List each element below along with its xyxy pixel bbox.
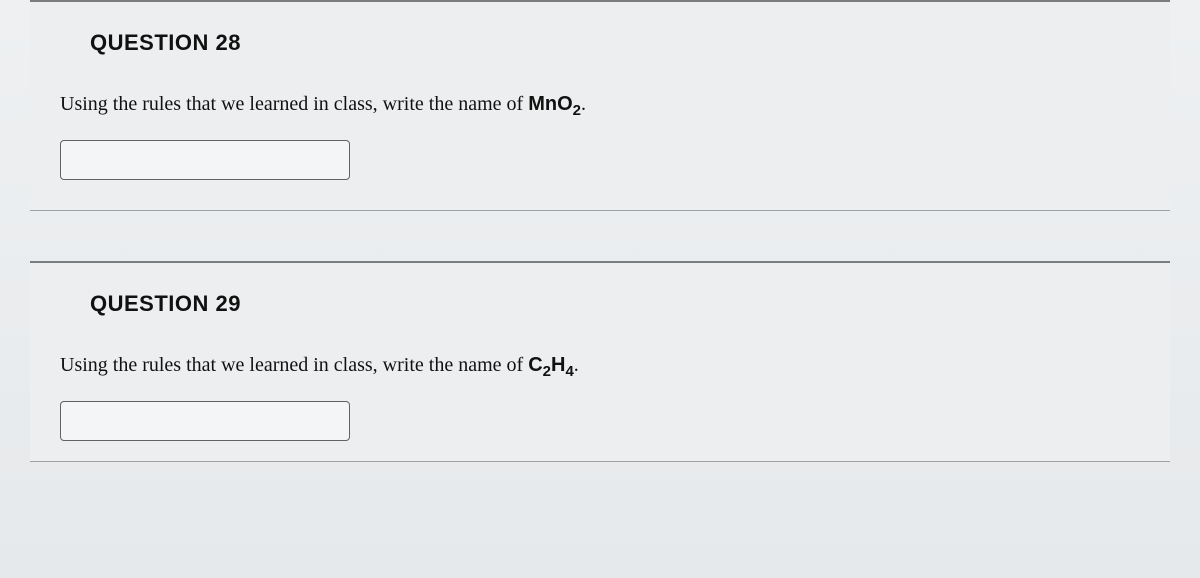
quiz-page: QUESTION 28 Using the rules that we lear… — [0, 0, 1200, 578]
prompt-prefix-text: Using the rules that we learned in class… — [60, 354, 528, 376]
question-heading: QUESTION 29 — [90, 291, 1140, 317]
formula-token: Mn — [528, 93, 557, 115]
question-prompt: Using the rules that we learned in class… — [60, 90, 1140, 118]
question-block-28: QUESTION 28 Using the rules that we lear… — [30, 0, 1170, 211]
formula-subscript: 2 — [543, 363, 551, 380]
chemical-formula: C2H4 — [528, 354, 574, 376]
formula-subscript: 2 — [573, 102, 581, 119]
answer-input[interactable] — [60, 401, 350, 441]
answer-input[interactable] — [60, 140, 350, 180]
question-heading: QUESTION 28 — [90, 30, 1140, 56]
question-block-29: QUESTION 29 Using the rules that we lear… — [30, 261, 1170, 462]
prompt-prefix-text: Using the rules that we learned in class… — [60, 93, 528, 115]
prompt-suffix-text: . — [574, 354, 579, 376]
formula-token: O — [557, 93, 573, 115]
chemical-formula: MnO2 — [528, 93, 581, 115]
question-prompt: Using the rules that we learned in class… — [60, 351, 1140, 379]
formula-token: C — [528, 354, 542, 376]
prompt-suffix-text: . — [581, 93, 586, 115]
formula-subscript: 4 — [565, 363, 573, 380]
formula-token: H — [551, 354, 565, 376]
